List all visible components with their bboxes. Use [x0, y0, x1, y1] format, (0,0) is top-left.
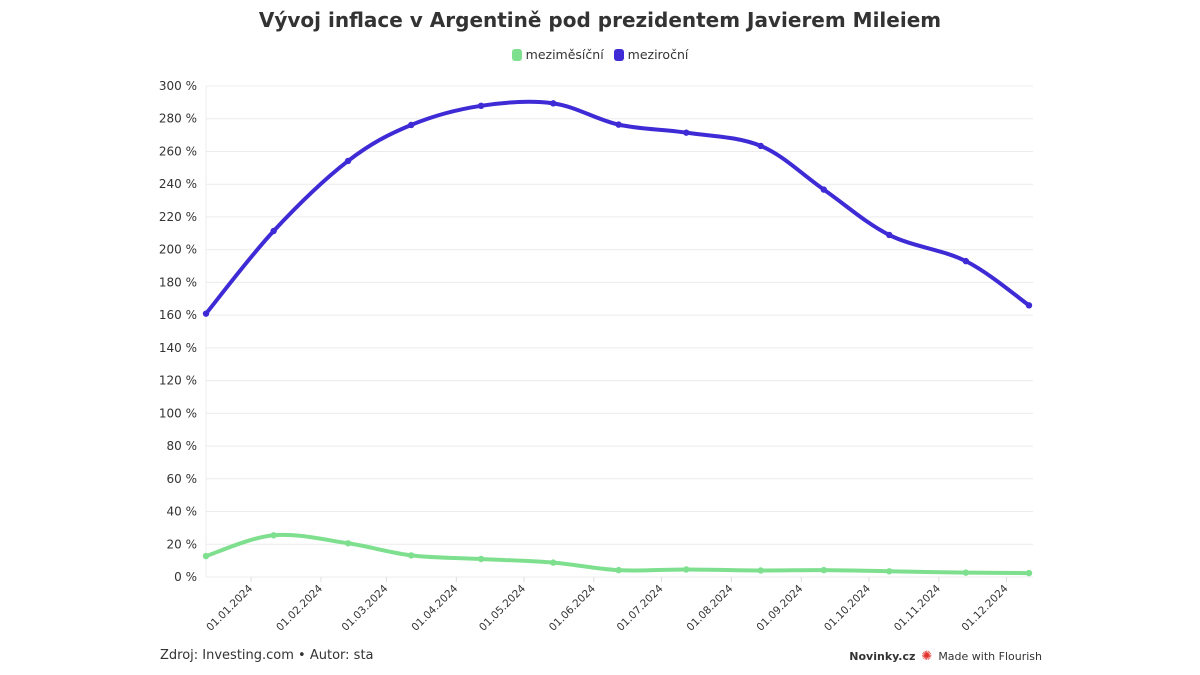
- data-point: [820, 566, 828, 574]
- y-tick-label: 100 %: [159, 406, 197, 420]
- y-tick-label: 40 %: [167, 505, 198, 519]
- legend-item-mezirocni[interactable]: meziroční: [613, 47, 689, 62]
- data-point: [683, 129, 690, 136]
- y-tick-label: 140 %: [159, 341, 197, 355]
- data-point: [1025, 302, 1033, 309]
- credits: Novinky.cz ✺ Made with Flourish: [849, 649, 1042, 664]
- data-point: [615, 121, 622, 128]
- y-tick-label: 300 %: [159, 79, 197, 93]
- y-tick-label: 120 %: [159, 374, 197, 388]
- data-point: [344, 540, 352, 547]
- data-point: [344, 157, 352, 165]
- y-tick-label: 260 %: [159, 144, 197, 158]
- data-point: [550, 100, 557, 107]
- y-tick-label: 280 %: [159, 112, 197, 126]
- flourish-icon: ✺: [921, 649, 933, 664]
- data-point: [757, 567, 764, 574]
- data-point: [962, 257, 970, 265]
- x-tick-label: 01.05.2024: [477, 582, 528, 633]
- data-point: [820, 186, 828, 193]
- data-point: [757, 142, 764, 150]
- data-point: [1025, 569, 1033, 577]
- series-line-mezirocni: [204, 99, 1031, 316]
- data-point: [407, 121, 415, 129]
- y-tick-label: 60 %: [167, 472, 198, 486]
- y-tick-label: 80 %: [167, 439, 198, 453]
- data-point: [270, 227, 277, 235]
- data-point: [550, 559, 557, 566]
- x-tick-label: 01.06.2024: [547, 582, 598, 633]
- data-point: [270, 532, 277, 539]
- x-tick-label: 01.01.2024: [204, 582, 255, 633]
- y-tick-label: 220 %: [159, 210, 197, 224]
- y-tick-label: 200 %: [159, 243, 197, 257]
- y-tick-label: 20 %: [167, 537, 198, 551]
- data-point: [477, 102, 485, 110]
- brand-logo[interactable]: Novinky.cz: [849, 650, 916, 663]
- data-point: [683, 566, 690, 573]
- y-tick-label: 160 %: [159, 308, 197, 322]
- y-tick-label: 0 %: [174, 570, 197, 584]
- x-tick-label: 01.03.2024: [340, 582, 391, 633]
- x-tick-label: 01.04.2024: [409, 582, 460, 633]
- data-point: [886, 231, 893, 239]
- y-tick-label: 180 %: [159, 275, 197, 289]
- legend-label: meziměsíční: [525, 47, 604, 62]
- data-point: [407, 552, 415, 559]
- data-point: [886, 568, 893, 575]
- data-point: [962, 569, 970, 576]
- x-tick-label: 01.09.2024: [754, 582, 805, 633]
- x-tick-label: 01.02.2024: [274, 582, 325, 633]
- x-tick-label: 01.10.2024: [822, 582, 873, 633]
- made-with-flourish-link[interactable]: Made with Flourish: [938, 650, 1042, 663]
- source-note: Zdroj: Investing.com • Autor: sta: [160, 648, 374, 663]
- data-point: [615, 566, 622, 574]
- data-point: [202, 310, 210, 317]
- x-tick-label: 01.12.2024: [960, 582, 1011, 633]
- data-point: [477, 555, 485, 563]
- x-tick-label: 01.07.2024: [615, 582, 666, 633]
- legend-item-mezimesicni[interactable]: meziměsíční: [511, 47, 604, 62]
- legend: meziměsíční meziroční: [0, 47, 1200, 64]
- x-tick-label: 01.08.2024: [684, 582, 735, 633]
- chart-title: Vývoj inflace v Argentině pod prezidente…: [258, 8, 942, 32]
- y-tick-label: 240 %: [159, 177, 197, 191]
- legend-swatch: [511, 48, 522, 61]
- legend-swatch: [613, 48, 624, 61]
- legend-label: meziroční: [627, 47, 689, 62]
- x-tick-label: 01.11.2024: [892, 582, 943, 633]
- data-point: [202, 552, 210, 560]
